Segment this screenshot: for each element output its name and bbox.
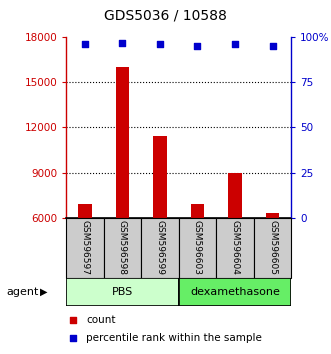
Point <box>82 41 88 47</box>
Bar <box>116 67 129 308</box>
Bar <box>153 136 166 308</box>
Text: GSM596603: GSM596603 <box>193 220 202 275</box>
Text: dexamethasone: dexamethasone <box>190 287 280 297</box>
Bar <box>266 213 279 308</box>
Text: ▶: ▶ <box>40 287 47 297</box>
Bar <box>179 278 291 306</box>
Bar <box>78 204 91 308</box>
Bar <box>228 172 242 308</box>
Bar <box>66 278 179 306</box>
Point <box>270 44 275 49</box>
Bar <box>254 218 291 278</box>
Text: GSM596597: GSM596597 <box>80 220 89 275</box>
Bar <box>179 218 216 278</box>
Text: GDS5036 / 10588: GDS5036 / 10588 <box>104 9 227 23</box>
Text: GSM596605: GSM596605 <box>268 220 277 275</box>
Point <box>120 40 125 45</box>
Point <box>70 335 75 341</box>
Text: count: count <box>86 315 116 325</box>
Bar <box>216 218 254 278</box>
Text: GSM596598: GSM596598 <box>118 220 127 275</box>
Point <box>70 318 75 323</box>
Text: agent: agent <box>7 287 39 297</box>
Point <box>232 41 238 47</box>
Text: PBS: PBS <box>112 287 133 297</box>
Point <box>157 41 163 47</box>
Text: percentile rank within the sample: percentile rank within the sample <box>86 333 262 343</box>
Text: GSM596604: GSM596604 <box>230 220 240 275</box>
Text: GSM596599: GSM596599 <box>156 220 165 275</box>
Bar <box>141 218 179 278</box>
Point <box>195 44 200 49</box>
Bar <box>191 204 204 308</box>
Bar <box>104 218 141 278</box>
Bar <box>66 218 104 278</box>
